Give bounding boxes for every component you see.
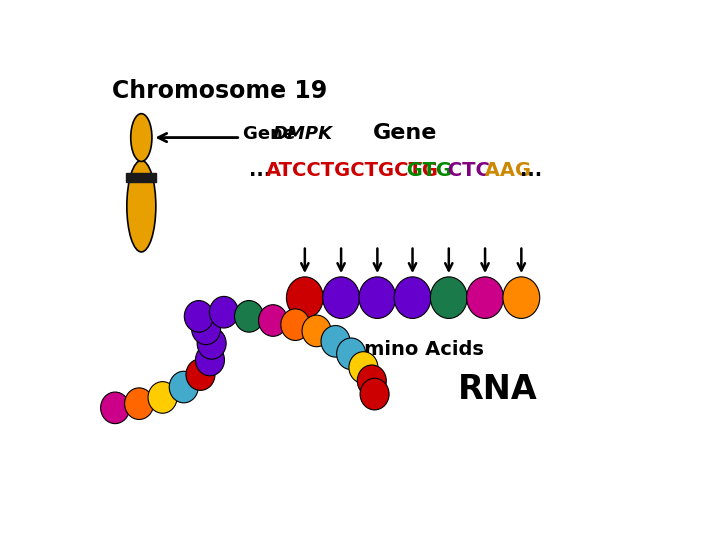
Bar xyxy=(126,173,156,182)
Ellipse shape xyxy=(503,277,540,319)
Ellipse shape xyxy=(360,379,389,410)
Ellipse shape xyxy=(195,344,225,376)
Ellipse shape xyxy=(192,313,220,345)
Ellipse shape xyxy=(281,309,310,341)
Text: Amino Acids: Amino Acids xyxy=(349,340,484,359)
Ellipse shape xyxy=(357,365,387,396)
Ellipse shape xyxy=(302,315,331,347)
Text: CTC: CTC xyxy=(441,161,490,180)
Ellipse shape xyxy=(127,160,156,252)
Ellipse shape xyxy=(197,328,226,359)
Text: ATCCTGCTGCTG: ATCCTGCTGCTG xyxy=(266,161,439,180)
Text: Chromosome 19: Chromosome 19 xyxy=(112,79,328,103)
Ellipse shape xyxy=(394,277,431,319)
Ellipse shape xyxy=(349,352,378,383)
Text: DMPK: DMPK xyxy=(273,125,333,143)
Text: ...: ... xyxy=(249,161,271,180)
Ellipse shape xyxy=(258,305,287,336)
Text: ...: ... xyxy=(520,161,541,180)
Ellipse shape xyxy=(210,296,238,328)
Ellipse shape xyxy=(235,301,264,332)
Ellipse shape xyxy=(101,392,130,424)
Ellipse shape xyxy=(148,382,177,413)
Ellipse shape xyxy=(323,277,359,319)
Text: GTG: GTG xyxy=(400,161,452,180)
Ellipse shape xyxy=(431,277,467,319)
Ellipse shape xyxy=(184,301,213,332)
Text: Gene: Gene xyxy=(243,125,302,143)
Ellipse shape xyxy=(169,371,198,403)
Text: AAG: AAG xyxy=(478,161,531,180)
Ellipse shape xyxy=(186,359,215,390)
Text: Gene: Gene xyxy=(373,124,438,144)
Ellipse shape xyxy=(131,113,152,161)
Ellipse shape xyxy=(125,388,153,420)
Ellipse shape xyxy=(337,338,366,369)
Ellipse shape xyxy=(321,326,350,357)
Text: RNA: RNA xyxy=(457,373,537,406)
Ellipse shape xyxy=(287,277,323,319)
Ellipse shape xyxy=(467,277,503,319)
Ellipse shape xyxy=(359,277,396,319)
